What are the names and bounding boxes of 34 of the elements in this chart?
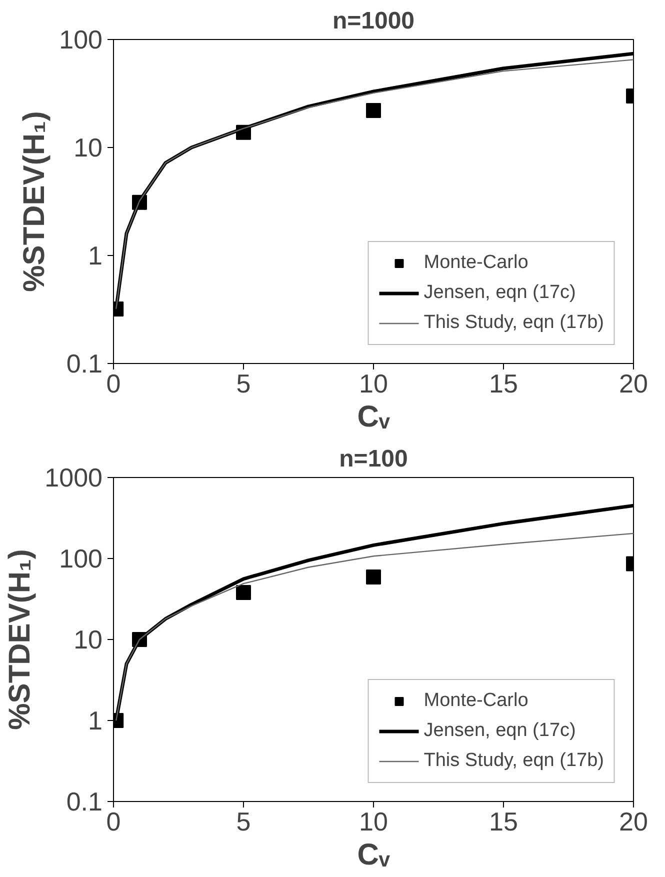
x-tick-label: 15 [489,368,518,398]
point [236,585,251,600]
y-tick-label: 1 [88,706,103,736]
x-tick-label: 0 [106,368,121,398]
legend-label: This Study, eqn (17b) [424,312,604,334]
y-tick-label: 1000 [44,462,103,492]
point [366,570,381,585]
x-tick-label: 20 [619,806,648,836]
legend-label: This Study, eqn (17b) [424,750,604,772]
y-tick-label: 100 [59,544,103,574]
y-tick-label: 100 [59,24,103,54]
x-tick-label: 20 [619,368,648,398]
x-tick-label: 15 [489,806,518,836]
y-tick-label: 0.1 [66,348,103,378]
y-tick-label: 10 [74,132,102,162]
point [366,103,381,118]
x-axis-title: Cᵥ [357,838,391,872]
x-tick-label: 0 [106,806,121,836]
y-tick-label: 0.1 [66,786,103,816]
legend-label: Monte-Carlo [424,252,528,274]
y-tick-label: 10 [74,624,102,654]
x-tick-label: 5 [236,368,251,398]
legend-label: Jensen, eqn (17c) [424,282,576,304]
y-axis-title: %STDEV(H₁) [18,111,52,292]
legend-label: Monte-Carlo [424,690,528,712]
chart-title: n=1000 [332,8,415,34]
x-tick-label: 5 [236,806,251,836]
legend-label: Jensen, eqn (17c) [424,720,576,742]
x-axis-title: Cᵥ [357,400,391,434]
x-tick-label: 10 [359,368,388,398]
y-axis-title: %STDEV(H₁) [4,549,37,730]
chart-title: n=100 [339,446,408,472]
y-tick-label: 1 [88,240,103,270]
x-tick-label: 10 [359,806,388,836]
